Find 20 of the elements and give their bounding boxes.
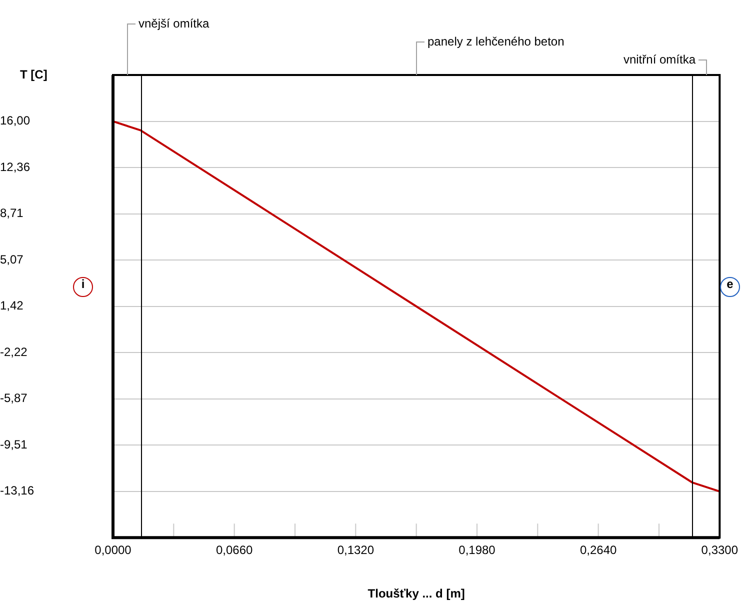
x-axis-title: Tloušťky ... d [m]	[368, 586, 465, 600]
x-tick-label: 0,3300	[701, 543, 738, 558]
x-tick-label: 0,1320	[337, 543, 374, 558]
y-tick-label: 12,36	[0, 160, 30, 174]
x-tick-label: 0,0000	[94, 543, 132, 558]
text: vnitřní omítka	[623, 52, 696, 66]
y-tick-label: 16,00	[0, 114, 30, 128]
y-tick-label: -2,22	[0, 344, 28, 359]
y-tick-label: 1,42	[0, 298, 24, 313]
x-tick-label: 0,1980	[458, 543, 496, 558]
text: vnější omítka	[138, 16, 210, 30]
y-tick-label: -9,51	[0, 437, 28, 452]
y-tick-label: 5,07	[0, 252, 24, 266]
text: panely z lehčeného beton	[428, 34, 564, 48]
y-axis-title: T [C]	[20, 67, 48, 82]
y-tick-label: -5,87	[0, 391, 28, 406]
x-tick-label: 0,2640	[580, 543, 617, 558]
x-tick-label: 0,0660	[216, 543, 254, 558]
y-tick-label: 8,71	[0, 206, 24, 220]
y-tick-label: -13,16	[0, 484, 34, 498]
